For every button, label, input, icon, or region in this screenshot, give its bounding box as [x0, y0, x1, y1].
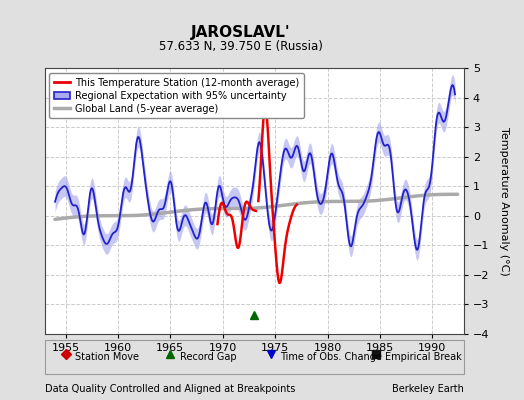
Text: 57.633 N, 39.750 E (Russia): 57.633 N, 39.750 E (Russia)	[159, 40, 323, 53]
Legend: This Temperature Station (12-month average), Regional Expectation with 95% uncer: This Temperature Station (12-month avera…	[49, 73, 304, 118]
Text: Berkeley Earth: Berkeley Earth	[392, 384, 464, 394]
Text: Data Quality Controlled and Aligned at Breakpoints: Data Quality Controlled and Aligned at B…	[45, 384, 295, 394]
Text: Record Gap: Record Gap	[180, 352, 236, 362]
Text: Station Move: Station Move	[75, 352, 139, 362]
Text: JAROSLAVL': JAROSLAVL'	[191, 25, 291, 40]
Text: Empirical Break: Empirical Break	[385, 352, 462, 362]
Y-axis label: Temperature Anomaly (°C): Temperature Anomaly (°C)	[499, 127, 509, 275]
Text: Time of Obs. Change: Time of Obs. Change	[280, 352, 382, 362]
